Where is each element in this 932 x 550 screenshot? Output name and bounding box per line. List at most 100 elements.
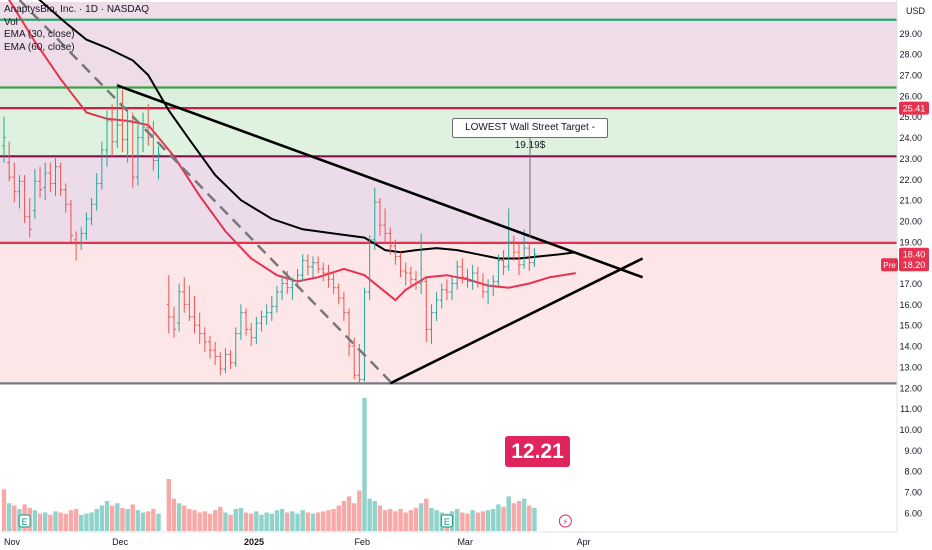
volume-bar bbox=[393, 511, 398, 531]
ohlc-bar bbox=[372, 187, 377, 251]
ema-60-line bbox=[38, 0, 576, 260]
ohlc-bar bbox=[331, 270, 336, 294]
volume-bar bbox=[372, 500, 377, 531]
ohlc-bar bbox=[316, 256, 321, 274]
y-tick-label: 27.00 bbox=[899, 71, 922, 81]
volume-bar bbox=[413, 507, 419, 531]
ohlc-bar bbox=[110, 104, 115, 157]
volume-bar bbox=[408, 510, 414, 531]
ohlc-bar bbox=[53, 158, 58, 196]
ohlc-bar bbox=[213, 341, 218, 365]
volume-bar bbox=[321, 511, 326, 531]
volume-bar bbox=[470, 510, 475, 531]
volume-bar bbox=[269, 513, 274, 531]
volume-bar bbox=[192, 510, 197, 531]
ohlc-bar bbox=[192, 296, 197, 334]
volume-bar bbox=[480, 511, 486, 531]
volume-bar bbox=[475, 512, 480, 531]
ohlc-bar bbox=[496, 254, 501, 286]
y-tick-label: 25.00 bbox=[899, 112, 922, 122]
volume-bar bbox=[506, 496, 511, 531]
ohlc-bar bbox=[177, 283, 182, 332]
y-tick-label: 22.00 bbox=[899, 175, 922, 185]
ohlc-bar bbox=[419, 233, 424, 294]
currency-label[interactable]: USD bbox=[906, 6, 926, 16]
ohlc-bar bbox=[141, 112, 146, 153]
volume-bar bbox=[12, 505, 17, 531]
x-tick-label: Nov bbox=[4, 537, 21, 547]
symbol-title[interactable]: AnaptysBio, Inc. · 1D · NASDAQ bbox=[4, 4, 150, 15]
volume-bar bbox=[501, 506, 506, 531]
indicator-ema60[interactable]: EMA (60, close) bbox=[4, 41, 75, 53]
ohlc-bar bbox=[527, 243, 532, 271]
volume-bar bbox=[99, 505, 105, 531]
ohlc-bar bbox=[99, 141, 104, 190]
volume-bar bbox=[94, 509, 99, 531]
ohlc-bar bbox=[336, 283, 341, 305]
flash-icon-label: ⚡ bbox=[563, 518, 569, 527]
earnings-icon-label: E bbox=[444, 517, 450, 527]
ohlc-bar bbox=[403, 262, 408, 286]
ohlc-bar bbox=[166, 275, 171, 334]
ohlc-bar bbox=[326, 264, 331, 288]
ohlc-bar bbox=[450, 277, 455, 301]
volume-bar bbox=[254, 511, 259, 531]
volume-bar bbox=[264, 512, 269, 531]
ohlc-bar bbox=[347, 308, 352, 357]
ohlc-bar bbox=[63, 183, 68, 213]
volume-bar bbox=[336, 505, 341, 531]
y-tick-label: 11.00 bbox=[900, 404, 922, 414]
ohlc-bar bbox=[264, 304, 269, 326]
volume-bar bbox=[434, 510, 439, 531]
volume-bar bbox=[315, 512, 321, 531]
last-price-badge bbox=[899, 247, 929, 261]
ohlc-bar bbox=[135, 125, 140, 186]
volume-bar bbox=[228, 514, 233, 531]
volume-bar bbox=[146, 511, 151, 531]
volume-bar bbox=[89, 512, 94, 531]
earnings-icon-label: E bbox=[22, 517, 28, 527]
y-tick-label: 19.00 bbox=[899, 237, 922, 247]
volume-bar bbox=[485, 510, 491, 531]
low-price-badge: 12.21 bbox=[505, 436, 570, 467]
y-tick-label: 8.00 bbox=[904, 467, 922, 477]
wall-street-target-callout: LOWEST Wall Street Target - 19.19$ bbox=[452, 118, 608, 151]
ohlc-bar bbox=[218, 352, 223, 376]
indicator-ema30[interactable]: EMA (30, close) bbox=[4, 29, 75, 40]
ohlc-bar bbox=[517, 243, 521, 276]
ohlc-bar bbox=[238, 304, 243, 340]
ohlc-bar bbox=[300, 254, 305, 282]
ohlc-bar bbox=[501, 250, 506, 276]
volume-bar bbox=[295, 513, 300, 531]
ohlc-bar bbox=[398, 252, 403, 278]
volume-bar bbox=[357, 490, 362, 531]
volume-bar bbox=[58, 512, 63, 531]
chart-legend: AnaptysBio, Inc. · 1D · NASDAQ Vol EMA (… bbox=[4, 4, 149, 54]
ohlc-bar bbox=[94, 172, 99, 211]
volume-bar bbox=[516, 500, 522, 531]
y-tick-label: 24.00 bbox=[899, 133, 922, 143]
ohlc-bar bbox=[465, 268, 470, 288]
volume-bar bbox=[156, 513, 161, 531]
ohlc-bar bbox=[89, 198, 94, 226]
y-tick-label: 17.00 bbox=[899, 279, 922, 289]
volume-bar bbox=[218, 506, 223, 531]
volume-bar bbox=[1, 489, 7, 531]
y-tick-label: 6.00 bbox=[904, 508, 922, 518]
ohlc-bar bbox=[414, 270, 418, 290]
price-axis bbox=[897, 0, 932, 550]
indicator-vol[interactable]: Vol bbox=[4, 16, 18, 28]
ohlc-bar bbox=[470, 264, 475, 290]
ohlc-bar bbox=[27, 198, 32, 238]
ohlc-bar bbox=[522, 229, 527, 269]
ohlc-bar bbox=[367, 235, 372, 301]
ohlc-bar bbox=[223, 348, 228, 374]
volume-bar bbox=[274, 510, 280, 531]
trend-line-1 bbox=[389, 257, 644, 385]
volume-bar bbox=[300, 510, 305, 531]
volume-bar bbox=[182, 505, 187, 531]
volume-bar bbox=[48, 514, 53, 531]
volume-bar bbox=[290, 511, 295, 531]
volume-bar bbox=[527, 505, 532, 531]
